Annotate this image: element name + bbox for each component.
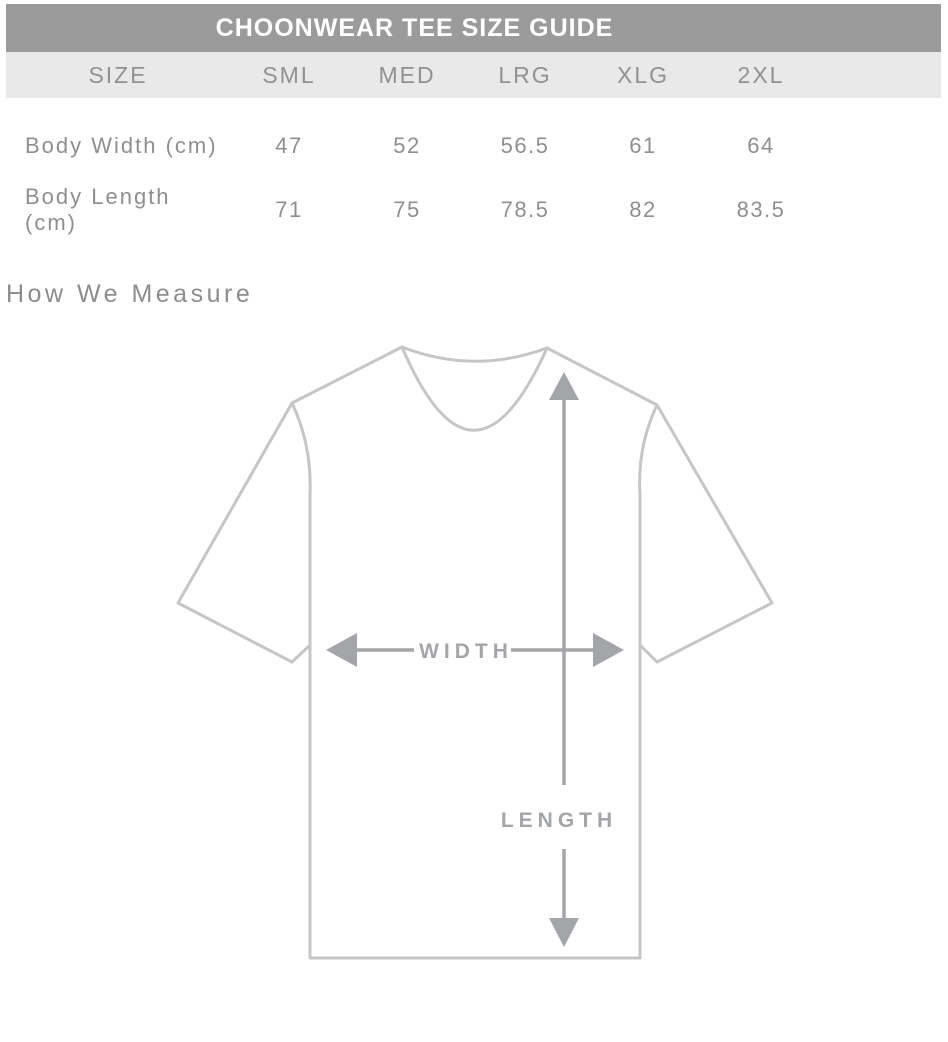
width-arrow-head-right [593,633,624,667]
table-cell: 75 [393,197,421,222]
length-arrow: LENGTH [501,372,617,947]
table-cell-filler [820,114,941,178]
table-cell: 82 [629,197,657,222]
table-cell: 47 [275,133,303,158]
table-cell: 56.5 [500,133,550,158]
table-cell-filler [820,178,941,242]
tshirt-outline-illustration [176,345,774,960]
size-table: SIZE SML MED LRG XLG 2XL Body Width (cm)… [6,52,941,242]
table-cell: 52 [393,133,421,158]
column-header-2xl: 2XL [737,61,785,88]
how-we-measure-heading: How We Measure [6,280,254,308]
row-label-body-width: Body Width (cm) [25,133,218,158]
size-guide-title: CHOONWEAR TEE SIZE GUIDE [6,4,941,52]
table-cell: 61 [629,133,657,158]
column-header-med: MED [378,61,436,88]
spacer-row [6,98,941,114]
table-row-body-length: Body Length (cm) 71 75 78.5 82 83.5 [6,178,941,242]
tshirt-silhouette [176,345,774,960]
length-label: LENGTH [501,809,617,832]
length-arrow-head-bottom [549,918,579,947]
table-cell: 78.5 [500,197,550,222]
table-cell: 64 [747,133,775,158]
column-header-sml: SML [262,61,316,88]
row-label-body-length: Body Length (cm) [25,184,171,235]
size-table-header-row: SIZE SML MED LRG XLG 2XL [6,52,941,98]
table-cell: 83.5 [736,197,786,222]
width-arrow-head-left [326,633,357,667]
length-arrow-head-top [549,372,579,400]
column-header-xlg: XLG [616,61,670,88]
width-arrow: WIDTH [326,633,624,667]
measurement-diagram: WIDTH LENGTH [176,345,774,960]
table-row-body-width: Body Width (cm) 47 52 56.5 61 64 [6,114,941,178]
width-label: WIDTH [419,640,513,663]
column-header-filler [820,52,941,98]
table-cell: 71 [275,197,303,222]
tshirt-collar [400,345,549,432]
column-header-size: SIZE [88,61,148,88]
column-header-lrg: LRG [498,61,552,88]
size-guide-table-block: CHOONWEAR TEE SIZE GUIDE SIZE SML MED LR… [6,4,941,242]
